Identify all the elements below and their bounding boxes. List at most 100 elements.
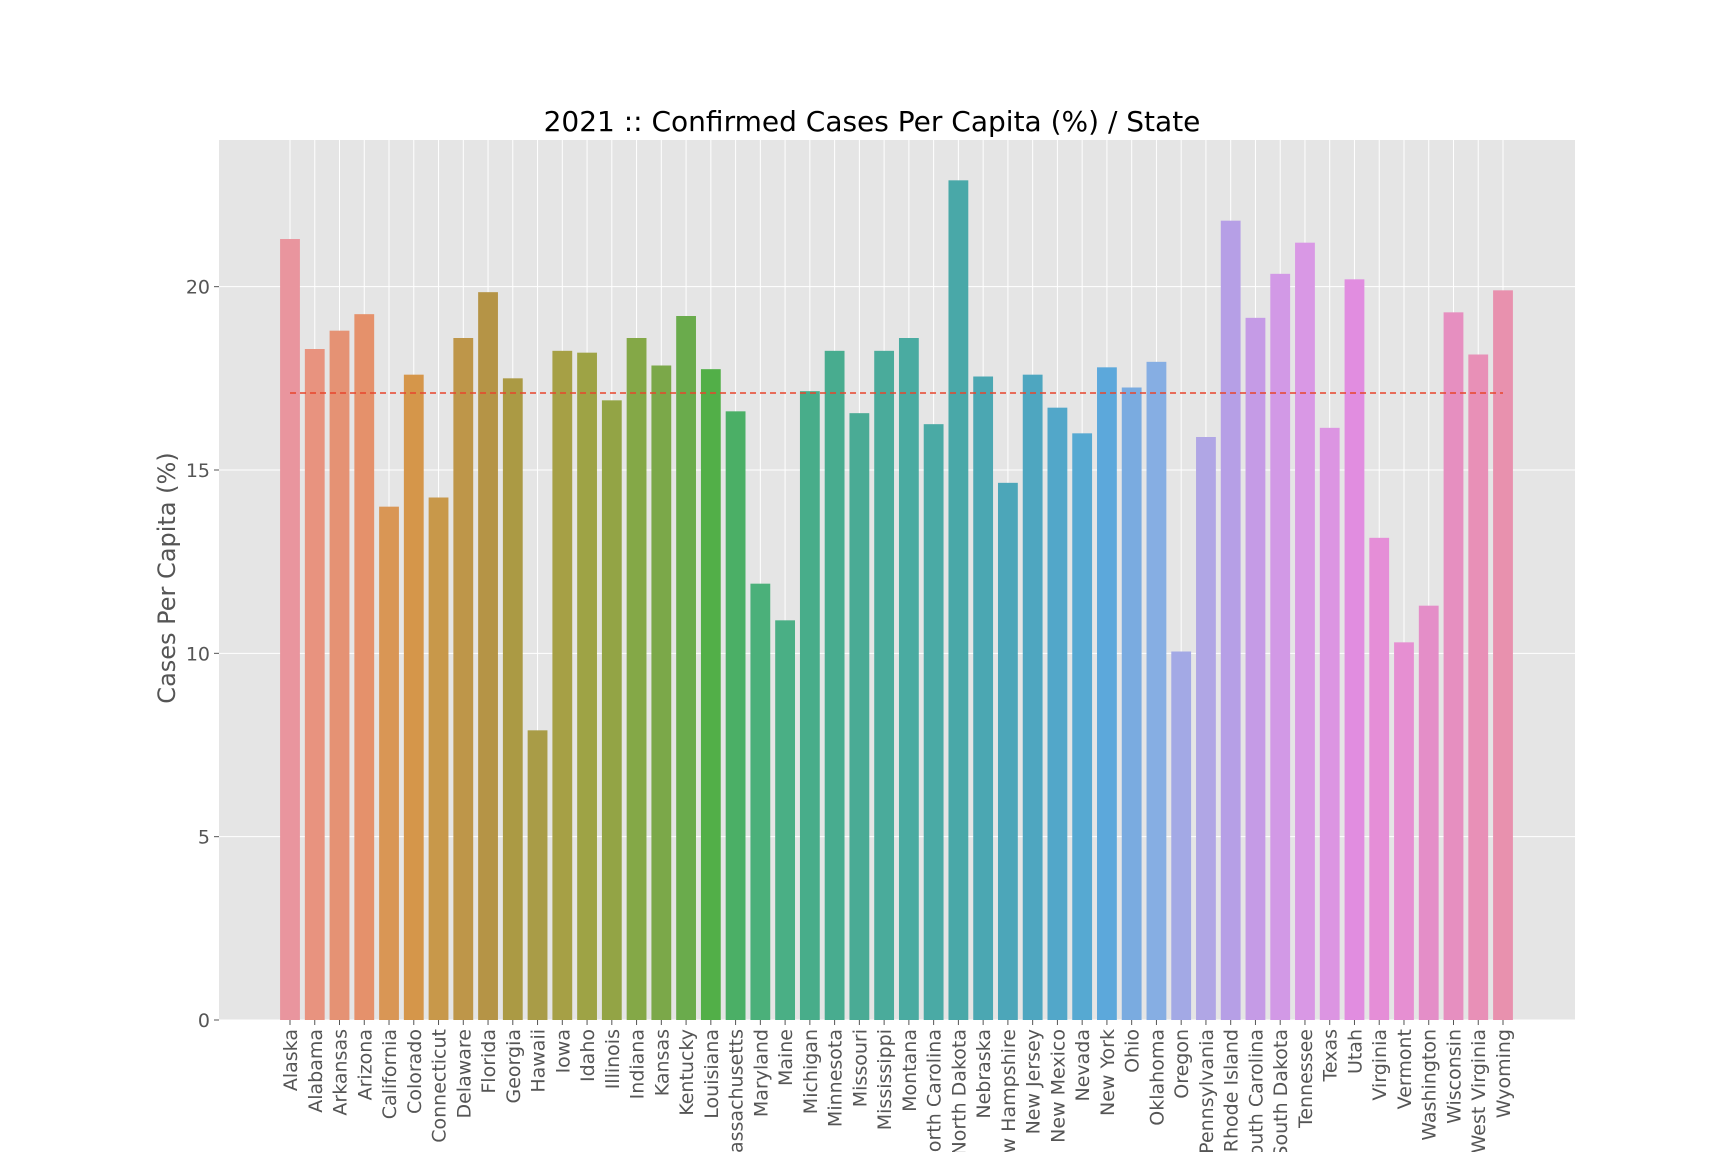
x-tick-label: New Hampshire — [998, 1029, 1020, 1152]
x-tick-label: North Carolina — [924, 1029, 946, 1152]
bar-kansas — [651, 365, 672, 1020]
x-tick-label: Colorado — [404, 1029, 426, 1114]
bar-connecticut — [428, 497, 449, 1020]
bar-colorado — [403, 374, 424, 1021]
bar-hawaii — [527, 730, 548, 1020]
bar-texas — [1319, 427, 1340, 1020]
bar-west-virginia — [1468, 354, 1489, 1020]
x-tick-label: Tennessee — [1295, 1029, 1317, 1129]
bar-alabama — [304, 349, 325, 1020]
x-tick-label: Louisiana — [701, 1029, 723, 1119]
x-tick-label: Mississippi — [874, 1029, 896, 1130]
y-tick-label: 5 — [198, 827, 210, 849]
x-tick-label: Virginia — [1369, 1029, 1391, 1101]
x-tick-label: Hawaii — [528, 1029, 550, 1093]
bar-new-mexico — [1047, 407, 1068, 1021]
x-tick-label: Alabama — [305, 1029, 327, 1113]
bar-new-hampshire — [997, 482, 1018, 1020]
x-tick-label: Wyoming — [1493, 1029, 1515, 1118]
bar-indiana — [626, 338, 647, 1020]
bar-nebraska — [973, 376, 994, 1020]
x-axis-ticks: Alaska Alabama Arkansas Arizona California Co… — [280, 1020, 1515, 1152]
bar-north-carolina — [923, 424, 944, 1021]
bar-florida — [478, 292, 498, 1021]
y-tick-label: 0 — [198, 1010, 210, 1032]
x-tick-label: Arkansas — [330, 1029, 352, 1116]
bar-maine — [775, 620, 796, 1020]
x-tick-label: Ohio — [1122, 1029, 1144, 1073]
bar-kentucky — [676, 316, 696, 1020]
bar-washington — [1418, 605, 1439, 1020]
x-tick-label: Pennsylvania — [1196, 1029, 1218, 1152]
x-tick-label: Vermont — [1394, 1029, 1416, 1109]
x-tick-label: Alaska — [280, 1029, 302, 1091]
bar-vermont — [1394, 642, 1414, 1020]
x-tick-label: Arizona — [354, 1029, 376, 1100]
x-tick-label: Florida — [478, 1029, 500, 1094]
bar-california — [379, 506, 399, 1021]
x-tick-label: Massachusetts — [726, 1029, 748, 1152]
x-tick-label: Delaware — [453, 1029, 475, 1119]
bar-mississippi — [874, 350, 895, 1020]
bar-massachusetts — [725, 411, 746, 1020]
bar-montana — [898, 338, 919, 1020]
x-tick-label: Kansas — [651, 1029, 673, 1096]
bar-new-york — [1097, 367, 1117, 1020]
x-tick-label: South Dakota — [1270, 1029, 1292, 1152]
bar-wyoming — [1493, 290, 1513, 1020]
bar-iowa — [552, 350, 573, 1020]
x-tick-label: Nebraska — [973, 1029, 995, 1119]
x-tick-label: New York — [1097, 1029, 1119, 1116]
x-tick-label: Texas — [1320, 1029, 1342, 1083]
bar-nevada — [1072, 433, 1093, 1020]
bar-rhode-island — [1220, 220, 1241, 1020]
bar-louisiana — [700, 369, 721, 1021]
x-tick-label: Minnesota — [825, 1029, 847, 1127]
bar-south-dakota — [1270, 273, 1291, 1020]
bar-arizona — [354, 314, 375, 1021]
x-tick-label: South Carolina — [1245, 1029, 1267, 1152]
bar-idaho — [577, 352, 597, 1021]
x-tick-label: New Jersey — [1023, 1029, 1045, 1134]
x-tick-label: Oklahoma — [1146, 1029, 1168, 1126]
bar-tennessee — [1295, 242, 1315, 1020]
bars — [280, 180, 1513, 1021]
x-tick-label: Maine — [775, 1029, 797, 1086]
x-tick-label: Rhode Island — [1221, 1029, 1243, 1152]
bar-missouri — [849, 413, 870, 1021]
bar-illinois — [601, 400, 622, 1020]
bar-oklahoma — [1146, 361, 1167, 1020]
x-tick-label: Iowa — [552, 1029, 574, 1073]
bar-south-carolina — [1245, 317, 1266, 1020]
bar-minnesota — [824, 350, 845, 1020]
bar-georgia — [502, 378, 523, 1020]
bar-ohio — [1121, 387, 1142, 1020]
x-tick-label: Idaho — [577, 1029, 599, 1082]
x-tick-label: Washington — [1419, 1029, 1441, 1141]
x-tick-label: Utah — [1344, 1029, 1366, 1074]
bar-north-dakota — [948, 180, 969, 1021]
bar-maryland — [750, 583, 771, 1020]
x-tick-label: West Virginia — [1468, 1029, 1490, 1152]
bar-utah — [1344, 279, 1365, 1020]
bar-new-jersey — [1022, 374, 1043, 1021]
bar-michigan — [799, 391, 820, 1021]
bar-virginia — [1369, 537, 1390, 1020]
bar-arkansas — [329, 330, 350, 1021]
x-tick-label: Missouri — [849, 1029, 871, 1107]
bar-delaware — [453, 338, 474, 1020]
x-tick-label: Connecticut — [429, 1029, 451, 1143]
y-axis-ticks: 0 5 10 15 20 — [186, 277, 219, 1032]
x-tick-label: Michigan — [800, 1029, 822, 1114]
bar-wisconsin — [1443, 312, 1464, 1020]
x-tick-label: North Dakota — [948, 1029, 970, 1152]
bar-oregon — [1171, 651, 1192, 1020]
chart-title: 2021 :: Confirmed Cases Per Capita (%) /… — [544, 105, 1201, 138]
x-tick-label: Indiana — [627, 1029, 649, 1099]
x-tick-label: Wisconsin — [1443, 1029, 1465, 1124]
y-axis-label: Cases Per Capita (%) — [153, 452, 181, 703]
x-tick-label: Montana — [899, 1029, 921, 1112]
x-tick-label: Oregon — [1171, 1029, 1193, 1099]
x-tick-label: Nevada — [1072, 1029, 1094, 1102]
